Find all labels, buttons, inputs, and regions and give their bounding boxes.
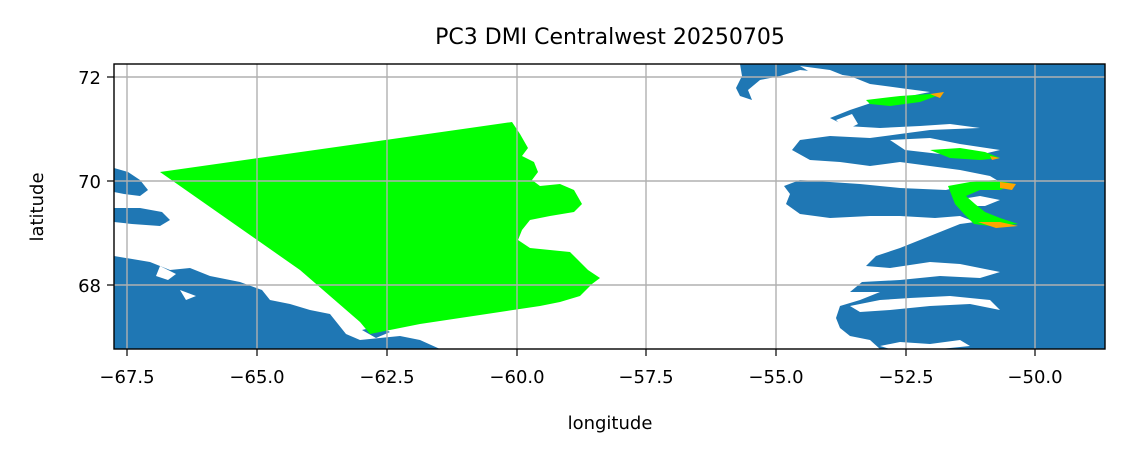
y-axis-label: latitude: [27, 172, 48, 241]
x-tick-label: −67.5: [99, 367, 154, 388]
y-tick-label: 68: [78, 276, 101, 297]
x-tick-label: −50.0: [1007, 367, 1062, 388]
x-tick-label: −65.0: [229, 367, 284, 388]
x-tick-label: −62.5: [359, 367, 414, 388]
x-tick-label: −57.5: [618, 367, 673, 388]
x-axis-label: longitude: [568, 413, 653, 434]
gridlines: [114, 64, 1105, 349]
x-ticks: [126, 349, 1036, 356]
y-tick-label: 72: [78, 68, 101, 89]
y-tick-label: 70: [78, 172, 101, 193]
greenland-land: [736, 64, 1105, 349]
sea-ice-polygon: [160, 122, 600, 334]
chart-title: PC3 DMI Centralwest 20250705: [435, 25, 785, 50]
axes-frame: [113, 63, 1106, 350]
fjord-ice: [866, 92, 1018, 228]
x-tick-label: −60.0: [489, 367, 544, 388]
x-tick-label: −55.0: [748, 367, 803, 388]
x-tick-label: −52.5: [878, 367, 933, 388]
y-ticks: [107, 76, 114, 286]
